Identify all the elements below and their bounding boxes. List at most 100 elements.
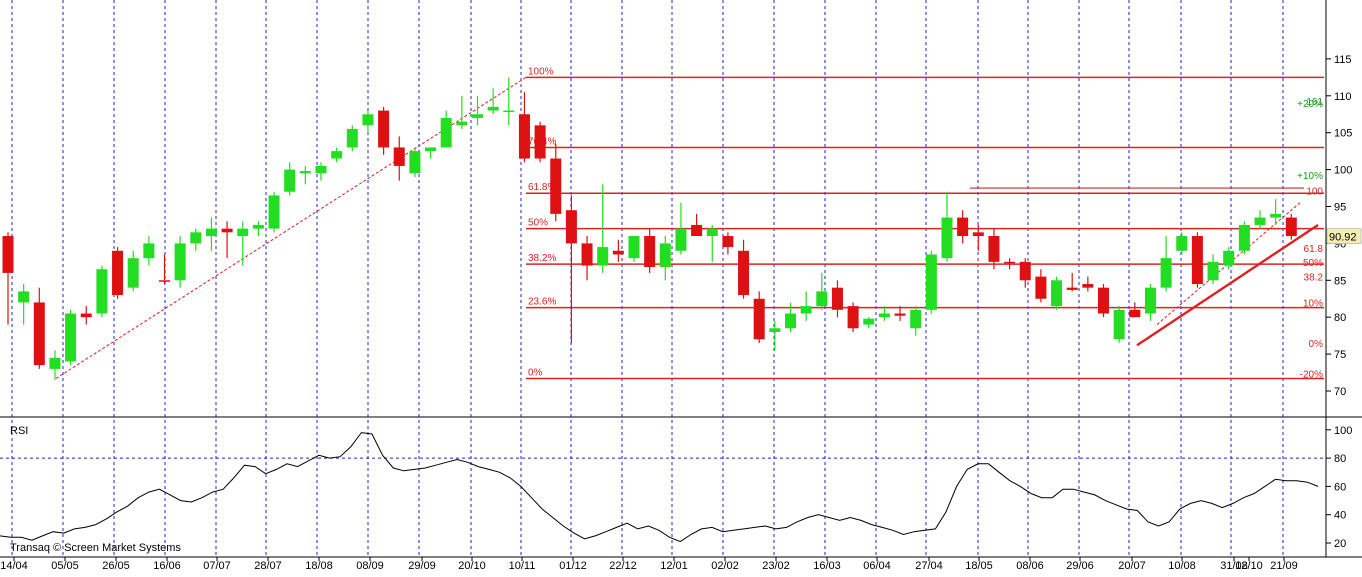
x-tick-label: 10/08 <box>1168 560 1196 572</box>
x-tick-label: 14/04 <box>0 560 28 572</box>
fib-level-label: 50% <box>528 218 548 229</box>
candle-body <box>393 147 405 166</box>
candle-body <box>190 232 202 244</box>
fib-level-label: 100% <box>528 66 554 77</box>
projection-label: 61.8 <box>1304 244 1324 255</box>
x-tick-label: 16/03 <box>813 560 841 572</box>
projection-label: 100 <box>1306 186 1323 197</box>
candle-body <box>1207 261 1219 281</box>
candle-body <box>597 247 609 266</box>
candle-body <box>534 125 546 159</box>
candle-body <box>18 291 30 303</box>
watermark-text: Transaq © Screen Market Systems <box>10 542 181 554</box>
candle-body <box>80 313 92 318</box>
candle-body <box>1004 261 1016 264</box>
x-tick-label: 22/12 <box>609 560 637 572</box>
candle-body <box>957 217 969 237</box>
x-tick-label: 29/09 <box>408 560 436 572</box>
projection-label: 50% <box>1303 258 1323 269</box>
x-tick-label: 23/02 <box>762 560 790 572</box>
candle-body <box>1129 309 1141 318</box>
candle-body <box>581 243 593 266</box>
candle-body <box>753 298 765 340</box>
x-tick-label: 21/09 <box>1270 560 1298 572</box>
candle-body <box>706 228 718 237</box>
last-price-tag <box>1326 228 1362 244</box>
rsi-label: RSI <box>10 425 28 437</box>
x-tick-label: 29/06 <box>1066 560 1094 572</box>
candle-body <box>847 306 859 329</box>
projection-label: 38.2 <box>1304 273 1324 284</box>
y-tick-label: 70 <box>1334 386 1346 398</box>
x-tick-label: 08/09 <box>356 560 384 572</box>
x-tick-label: 16/06 <box>153 560 181 572</box>
candle-body <box>863 318 875 325</box>
x-tick-label: 02/02 <box>711 560 739 572</box>
fib-level-label: 38.2% <box>528 253 556 264</box>
candle-body <box>96 269 108 314</box>
candle-body <box>550 158 562 214</box>
candle-body <box>1254 217 1266 225</box>
candle-body <box>1285 217 1297 237</box>
candle-body <box>299 171 311 174</box>
x-tick-label: 05/05 <box>51 560 79 572</box>
projection-label: -20% <box>1300 369 1323 380</box>
candle-body <box>972 232 984 237</box>
candle-body <box>941 217 953 259</box>
y-tick-label: 100 <box>1334 165 1352 177</box>
projection-label: +10% <box>1297 171 1323 182</box>
candle-body <box>659 243 671 268</box>
candle-body <box>518 114 530 159</box>
candle-body <box>440 117 452 148</box>
candle-body <box>988 236 1000 262</box>
x-tick-label: 20/10 <box>458 560 486 572</box>
x-tick-label: 06/04 <box>863 560 891 572</box>
candle-body <box>816 291 828 307</box>
candle-body <box>800 306 812 314</box>
rsi-line <box>0 432 1319 543</box>
candle-body <box>127 258 139 288</box>
x-tick-label: 27/04 <box>915 560 943 572</box>
x-tick-label: 12/01 <box>660 560 688 572</box>
last-price-label: 90.92 <box>1329 232 1357 244</box>
x-tick-label: 28/07 <box>254 560 282 572</box>
candle-body <box>205 228 217 237</box>
candle-body <box>785 313 796 329</box>
candle-body <box>1270 213 1282 218</box>
x-tick-label: 12/10 <box>1235 560 1263 572</box>
y-tick-label: 75 <box>1334 349 1346 361</box>
y-tick-label: 110 <box>1334 91 1352 103</box>
rsi-tick-label: 80 <box>1334 453 1346 465</box>
candle-body <box>738 250 750 296</box>
x-tick-label: 31/08 <box>1220 560 1248 572</box>
candle-body <box>644 236 656 268</box>
projection-label: 161 <box>1306 97 1323 108</box>
candle-body <box>1113 309 1125 340</box>
rsi-tick-label: 100 <box>1334 425 1352 437</box>
candle-body <box>1098 287 1109 314</box>
candle-body <box>143 243 155 259</box>
support-trend-line <box>1136 223 1319 347</box>
y-tick-label: 115 <box>1334 54 1352 66</box>
candle-body <box>112 250 124 296</box>
candle-body <box>331 151 343 159</box>
candle-body <box>925 254 937 310</box>
x-tick-label: 10/11 <box>509 560 536 572</box>
fib-level-label: 61.8% <box>528 182 556 193</box>
candle-body <box>378 110 390 148</box>
candle-body <box>409 151 421 174</box>
candle-body <box>769 328 781 332</box>
fib-level-label: 0% <box>528 367 543 378</box>
candle-body <box>894 313 906 316</box>
rsi-tick-label: 40 <box>1334 510 1346 522</box>
candle-body <box>221 228 233 233</box>
y-tick-label: 85 <box>1334 275 1346 287</box>
candle-body <box>33 302 45 366</box>
candle-body <box>1082 283 1094 288</box>
candle-body <box>722 236 734 248</box>
candle-body <box>174 243 186 281</box>
x-tick-label: 07/07 <box>203 560 231 572</box>
candle-body <box>49 357 61 369</box>
candle-body <box>691 224 703 237</box>
